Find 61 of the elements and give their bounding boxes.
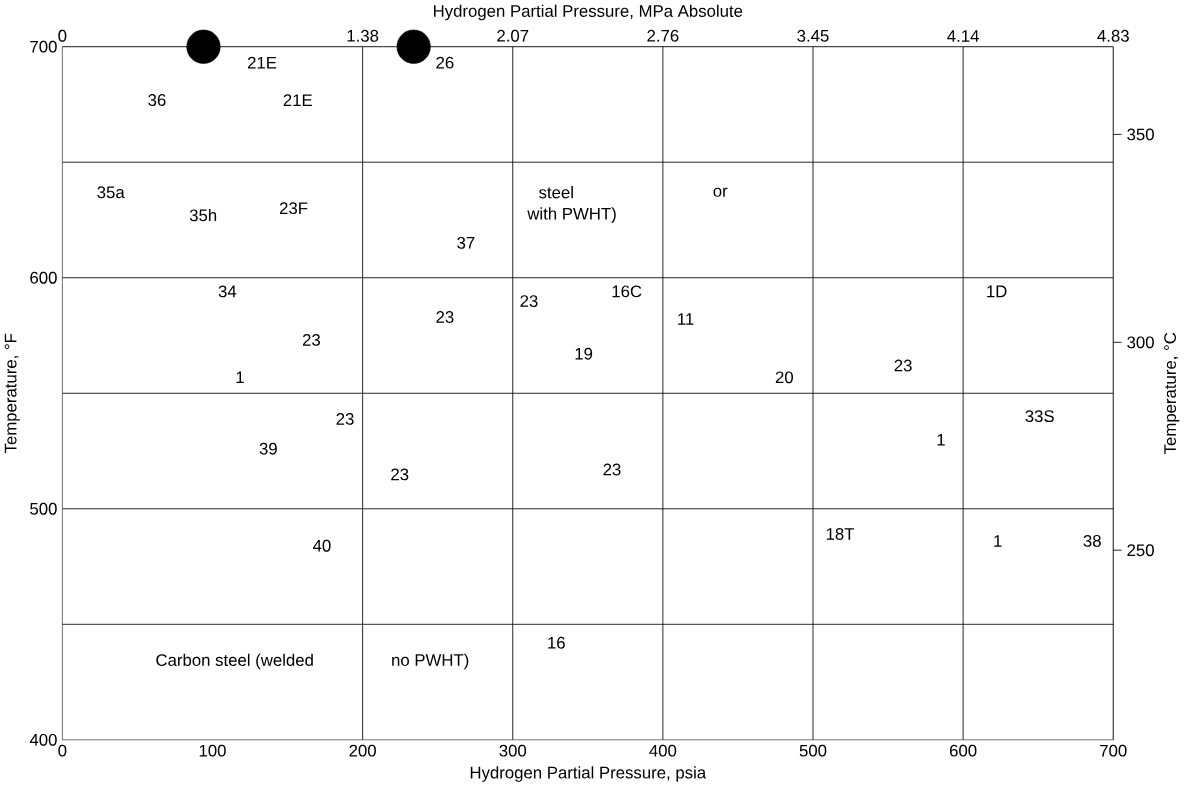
annotation: 38 xyxy=(1083,535,1101,548)
x-tick-label: 400 xyxy=(649,745,677,757)
x2-tick-label: 4.14 xyxy=(947,30,979,42)
annotation: Carbon steel (welded xyxy=(156,653,313,670)
annotation: steel xyxy=(539,186,573,199)
y-axis-title: Temperature, °F xyxy=(4,333,20,454)
x2-tick-label: 3.45 xyxy=(797,30,829,42)
y2-tick-label: 350 xyxy=(1127,128,1154,141)
annotation: 23 xyxy=(603,463,621,476)
annotation: 21E xyxy=(247,57,277,69)
y2-axis-title: Temperature, °C xyxy=(1164,333,1180,455)
annotation: with PWHT) xyxy=(527,207,616,224)
y2-tick-label: 300 xyxy=(1127,336,1154,349)
annotation: or xyxy=(713,187,728,198)
x2-tick-label: 1.38 xyxy=(347,30,379,42)
x-axis-title: Hydrogen Partial Pressure, psia xyxy=(470,766,707,783)
annotation: 23 xyxy=(520,295,538,308)
annotation: 35h xyxy=(189,209,217,222)
x2-tick-label: 4.83 xyxy=(1097,30,1129,42)
y-tick-label: 400 xyxy=(29,734,57,746)
annotation: 1 xyxy=(236,371,244,384)
annotation: 34 xyxy=(218,285,237,298)
annotation: 23F xyxy=(279,202,308,215)
annotation: 11 xyxy=(678,313,694,326)
y-tick-label: 700 xyxy=(30,40,57,53)
y-tick-label: 500 xyxy=(30,503,57,515)
annotation: 18T xyxy=(826,528,855,541)
x2-tick-label: 0 xyxy=(58,30,67,42)
annotation: 23 xyxy=(391,468,409,481)
x-tick-label: 100 xyxy=(199,745,226,757)
annotation: 39 xyxy=(259,443,277,455)
x2-tick-label: 2.76 xyxy=(647,30,679,42)
annotation: 40 xyxy=(313,540,331,552)
annotation: no PWHT) xyxy=(392,653,469,670)
annotation: 33S xyxy=(1025,410,1054,423)
x-tick-label: 200 xyxy=(349,745,376,757)
annotation: 1D xyxy=(987,285,1007,298)
annotation: 36 xyxy=(148,94,166,107)
x-tick-label: 700 xyxy=(1100,745,1127,757)
annotation: 21E xyxy=(283,94,312,107)
annotation: 1 xyxy=(937,434,945,446)
y-tick-label: 600 xyxy=(30,272,57,284)
annotation: 23 xyxy=(336,413,354,426)
y2-tick-label: 250 xyxy=(1127,544,1154,557)
annotation: 19 xyxy=(575,348,593,360)
x-tick-label: 0 xyxy=(58,745,67,757)
annotation: 37 xyxy=(457,237,475,250)
annotation: 16C xyxy=(612,285,642,298)
annotation: 20 xyxy=(775,371,793,384)
x-tick-label: 600 xyxy=(949,745,977,757)
annotation: 16 xyxy=(548,637,565,649)
annotation: 1 xyxy=(994,535,1002,547)
annotation: 23 xyxy=(894,359,912,372)
x-tick-label: 500 xyxy=(799,745,827,757)
x2-tick-label: 2.07 xyxy=(497,30,529,42)
annotation: 35a xyxy=(97,186,125,199)
annotation: 23 xyxy=(436,311,454,324)
annotation: 26 xyxy=(436,56,454,69)
x-tick-label: 300 xyxy=(499,745,527,757)
x2-axis-title: Hydrogen Partial Pressure, MPa Absolute xyxy=(434,4,743,21)
annotation: 23 xyxy=(302,334,321,347)
